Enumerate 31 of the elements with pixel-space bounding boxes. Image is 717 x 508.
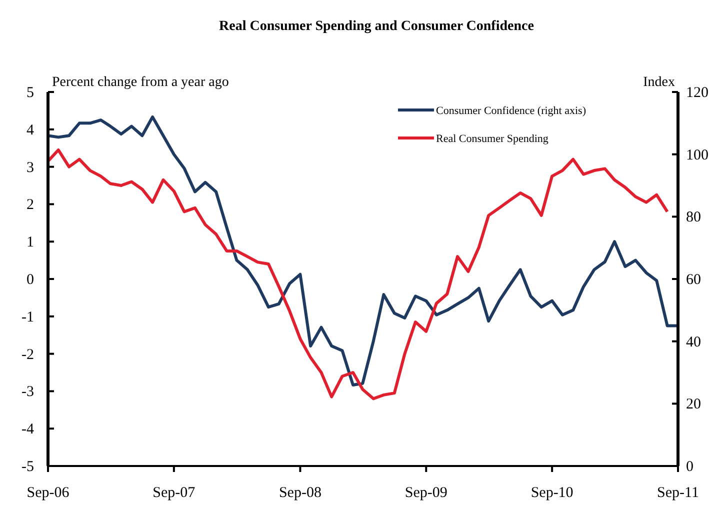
y-tick-label: -2 [22, 346, 34, 363]
x-tick-label: Sep-08 [278, 485, 322, 501]
line-series [46, 115, 680, 386]
y2-tick-label: 100 [686, 147, 708, 164]
y-axis-title: Percent change from a year ago [52, 75, 229, 90]
y-tick-label: -3 [22, 384, 34, 400]
y-tick-label: 2 [26, 197, 34, 214]
x-tick-label: Sep-10 [530, 485, 574, 501]
legend-label: Real Consumer Spending [436, 133, 549, 145]
y-tick-label: 1 [26, 234, 34, 251]
y-tick-label: -5 [22, 459, 34, 475]
x-tick-label: Sep-07 [152, 485, 196, 501]
line-series [46, 148, 669, 400]
y-tick-label: 4 [26, 122, 34, 138]
legend-label: Consumer Confidence (right axis) [436, 105, 586, 117]
y2-tick-label: 40 [686, 334, 701, 350]
y2-tick-label: 20 [686, 396, 701, 413]
y-tick-label: 5 [26, 85, 34, 101]
x-tick-label: Sep-06 [26, 485, 70, 501]
y2-tick-label: 0 [686, 459, 694, 475]
y-tick-label: -1 [22, 309, 34, 326]
x-tick-label: Sep-09 [404, 485, 448, 501]
y-tick-label: -4 [22, 422, 34, 438]
y2-axis-title: Index [643, 75, 675, 90]
y-tick-label: 0 [26, 272, 34, 288]
x-tick-label: Sep-11 [657, 485, 699, 501]
y2-tick-label: 80 [686, 210, 701, 226]
y2-tick-label: 120 [686, 85, 708, 101]
y-tick-label: 3 [26, 160, 34, 176]
y2-tick-label: 60 [686, 272, 701, 288]
chart-title: Real Consumer Spending and Consumer Confidence [219, 19, 534, 34]
